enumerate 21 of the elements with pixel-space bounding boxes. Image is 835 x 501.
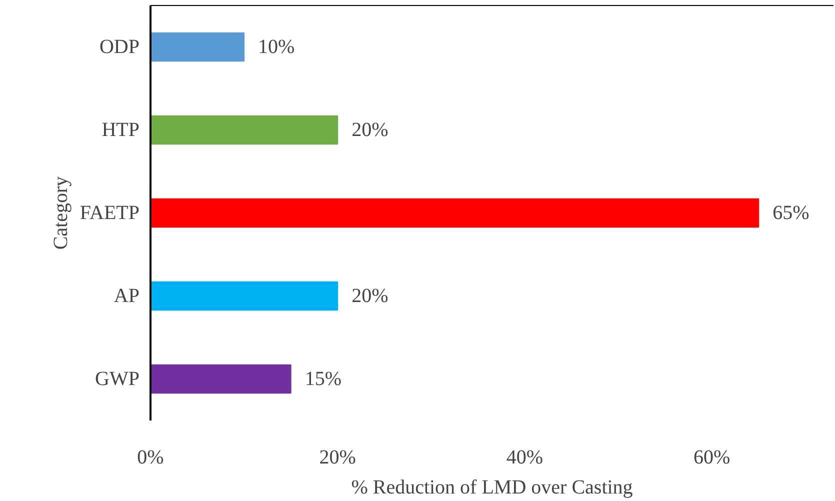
x-axis-title: % Reduction of LMD over Casting <box>351 476 633 498</box>
x-tick-label: 20% <box>319 446 356 468</box>
y-axis-title: Category <box>50 176 72 250</box>
y-tick-label: FAETP <box>80 202 140 224</box>
y-tick-label: AP <box>114 285 140 307</box>
data-label: 20% <box>352 119 388 141</box>
data-label: 10% <box>258 36 295 58</box>
y-tick-label: ODP <box>99 36 140 58</box>
data-label: 20% <box>352 285 388 307</box>
bar <box>150 364 292 394</box>
y-tick-label: GWP <box>95 368 140 390</box>
data-label: 65% <box>772 202 810 224</box>
y-tick-label: HTP <box>102 119 140 141</box>
bar <box>150 32 245 62</box>
x-tick-label: 0% <box>137 446 164 468</box>
x-tick-label: 60% <box>694 446 730 468</box>
data-label: 15% <box>304 368 342 390</box>
bar <box>150 281 338 311</box>
bar <box>150 198 760 228</box>
bar <box>150 115 338 145</box>
x-tick-label: 40% <box>506 446 544 468</box>
